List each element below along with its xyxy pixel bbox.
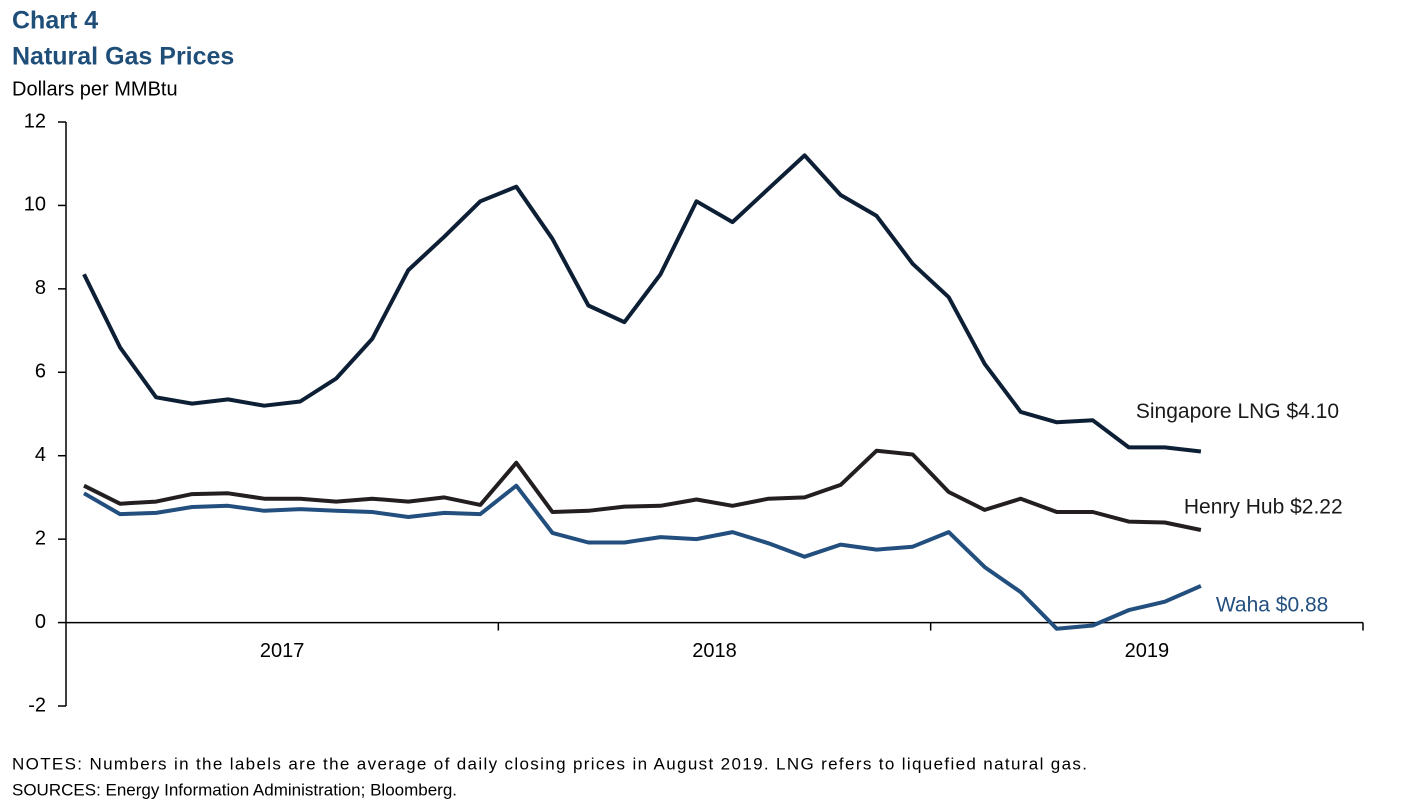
x-tick-label: 2017 — [260, 640, 305, 662]
y-tick-label: 2 — [35, 527, 46, 549]
series-line — [82, 483, 1202, 631]
y-tick-label: 4 — [35, 444, 46, 466]
y-axis-label: Dollars per MMBtu — [12, 78, 178, 100]
x-tick-label: 2019 — [1125, 640, 1170, 662]
y-tick-label: 6 — [35, 361, 46, 383]
sources: SOURCES: Energy Information Administrati… — [12, 780, 457, 799]
notes: NOTES: Numbers in the labels are the ave… — [12, 754, 1087, 773]
series-label: Henry Hub $2.22 — [1184, 496, 1343, 519]
series-label: Waha $0.88 — [1216, 593, 1328, 616]
y-tick-label: 10 — [24, 194, 46, 216]
y-tick-label: 8 — [35, 277, 46, 299]
series-line — [82, 153, 1202, 454]
chart-title: Chart 4 — [12, 7, 98, 35]
y-tick-label: -2 — [28, 694, 46, 716]
y-tick-label: 12 — [24, 110, 46, 132]
series-label: Singapore LNG $4.10 — [1136, 400, 1339, 423]
y-tick-label: 0 — [35, 611, 46, 633]
chart-subtitle: Natural Gas Prices — [12, 43, 234, 71]
series-line — [83, 448, 1202, 532]
x-tick-label: 2018 — [692, 640, 737, 662]
